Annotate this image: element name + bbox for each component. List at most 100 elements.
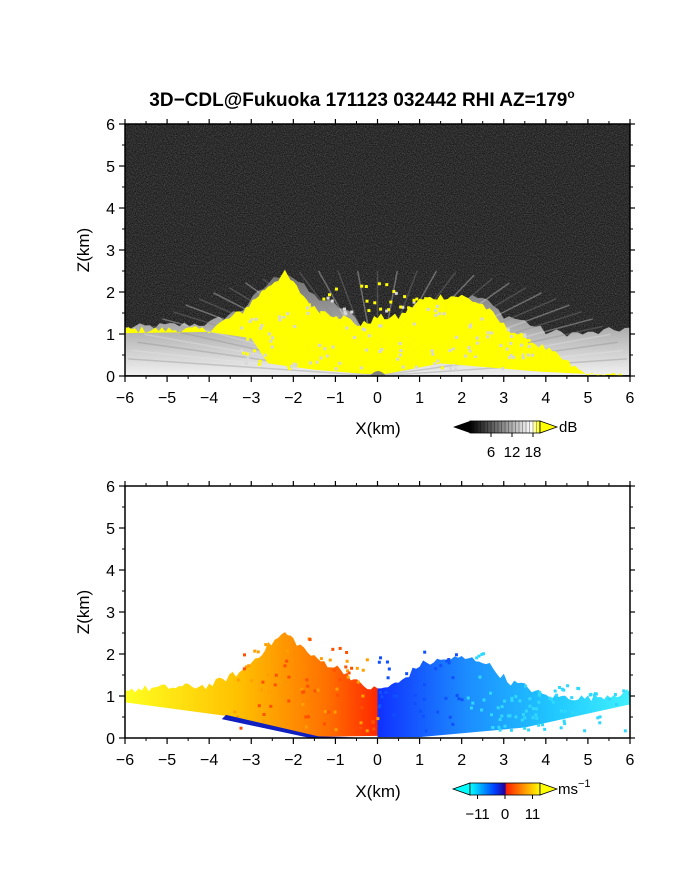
- colorbar-unit: ms−1: [558, 778, 591, 798]
- speckle-cell: [463, 349, 467, 353]
- speckle-cell: [332, 358, 336, 362]
- speckle-cell: [480, 652, 484, 656]
- speckle-cell: [306, 684, 310, 688]
- speckle-cell: [289, 322, 293, 326]
- speckle-cell: [346, 669, 350, 673]
- speckle-cell: [304, 725, 308, 729]
- speckle-cell: [360, 284, 364, 288]
- speckle-cell: [426, 307, 430, 311]
- speckle-cell: [474, 354, 478, 358]
- speckle-cell: [359, 721, 363, 725]
- speckle-cell: [367, 334, 371, 338]
- speckle-cell: [239, 726, 243, 730]
- speckle-cell: [510, 696, 514, 700]
- speckle-cell: [307, 303, 311, 307]
- colorbar-bar: [469, 782, 541, 796]
- speckle-cell: [248, 320, 252, 324]
- speckle-cell: [384, 690, 388, 694]
- speckle-cell: [475, 336, 479, 340]
- speckle-cell: [571, 711, 575, 715]
- speckle-cell: [535, 707, 539, 711]
- speckle-cell: [359, 726, 363, 730]
- speckle-cell: [434, 320, 438, 324]
- colorbar-reflectivity: 6 12 18 dB: [453, 419, 577, 461]
- speckle-cell: [423, 650, 427, 654]
- speckle-cell: [466, 696, 470, 700]
- speckle-cell: [405, 359, 409, 363]
- speckle-cell: [548, 696, 552, 700]
- speckle-cell: [320, 363, 324, 367]
- speckle-cell: [240, 349, 244, 353]
- speckle-cell: [469, 706, 473, 710]
- speckle-cell: [473, 352, 477, 356]
- speckle-cell: [352, 336, 356, 340]
- speckle-cell: [244, 665, 248, 669]
- x-tick-label: −6: [116, 752, 134, 769]
- speckle-cell: [560, 687, 564, 691]
- speckle-cell: [379, 307, 383, 311]
- speckle-cell: [298, 343, 302, 347]
- speckle-cell: [490, 331, 494, 335]
- speckle-cell: [563, 722, 567, 726]
- speckle-cell: [514, 715, 518, 719]
- speckle-cell: [523, 684, 527, 688]
- speckle-cell: [326, 296, 330, 300]
- speckle-cell: [283, 664, 287, 668]
- y-tick-label: 5: [106, 159, 115, 176]
- speckle-cell: [468, 349, 472, 353]
- speckle-cell: [449, 367, 453, 371]
- positive-velocity-region: [125, 632, 378, 737]
- x-tick-label: 3: [499, 390, 508, 407]
- speckle-cell: [292, 362, 296, 366]
- speckle-cell: [359, 366, 363, 370]
- speckle-cell: [484, 335, 488, 339]
- speckle-cell: [499, 344, 503, 348]
- speckle-cell: [262, 719, 266, 723]
- speckle-cell: [562, 719, 566, 723]
- speckle-cell: [373, 301, 377, 305]
- speckle-cell: [553, 689, 557, 693]
- speckle-cell: [282, 318, 286, 322]
- speckle-cell: [331, 345, 335, 349]
- speckle-cell: [427, 301, 431, 305]
- speckle-cell: [277, 679, 281, 683]
- speckle-cell: [516, 359, 520, 363]
- speckle-cell: [305, 678, 309, 682]
- speckle-cell: [467, 346, 471, 350]
- speckle-cell: [342, 307, 346, 311]
- x-tick-label: 3: [499, 752, 508, 769]
- x-tick-label: 1: [415, 752, 424, 769]
- speckle-cell: [359, 336, 363, 340]
- speckle-cell: [350, 310, 354, 314]
- speckle-cell: [380, 695, 384, 699]
- negative-velocity-region: [377, 656, 630, 738]
- speckle-cell: [242, 351, 246, 355]
- speckle-cell: [460, 698, 464, 702]
- ray-streak: [131, 349, 378, 376]
- speckle-cell: [475, 341, 479, 345]
- speckle-cell: [526, 353, 530, 357]
- speckle-cell: [468, 339, 472, 343]
- speckle-cell: [451, 344, 455, 348]
- x-tick-label: −5: [158, 752, 176, 769]
- speckle-cell: [338, 646, 342, 650]
- speckle-cell: [275, 321, 279, 325]
- speckle-cell: [244, 361, 248, 365]
- speckle-cell: [527, 728, 531, 732]
- speckle-cell: [362, 344, 366, 348]
- speckle-cell: [294, 363, 298, 367]
- speckle-cell: [531, 353, 535, 357]
- speckle-cell: [253, 649, 257, 653]
- high-reflectivity-speckle: [240, 282, 535, 371]
- speckle-cell: [444, 696, 448, 700]
- speckle-cell: [256, 335, 260, 339]
- speckle-cell: [387, 667, 391, 671]
- speckle-cell: [436, 323, 440, 327]
- speckle-cell: [412, 322, 416, 326]
- speckle-cell: [538, 691, 542, 695]
- speckle-cell: [526, 339, 530, 343]
- speckle-cell: [482, 698, 486, 702]
- speckle-cell: [392, 289, 396, 293]
- speckle-cell: [315, 360, 319, 364]
